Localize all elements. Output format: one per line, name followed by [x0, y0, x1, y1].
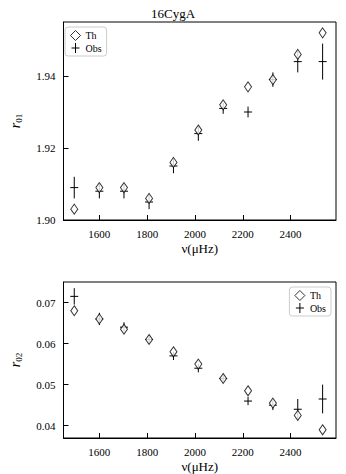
svg-text:0.04: 0.04: [36, 420, 56, 432]
svg-text:1.94: 1.94: [36, 70, 56, 82]
svg-text:Obs: Obs: [86, 43, 102, 54]
svg-text:16CygA: 16CygA: [151, 6, 196, 21]
svg-text:ν(μHz): ν(μHz): [181, 459, 218, 474]
svg-text:r: r: [7, 361, 23, 368]
svg-text:1600: 1600: [88, 228, 111, 240]
svg-text:2200: 2200: [232, 446, 255, 458]
svg-text:2000: 2000: [184, 446, 207, 458]
svg-text:02: 02: [14, 353, 24, 362]
svg-text:2400: 2400: [280, 446, 303, 458]
svg-text:Th: Th: [310, 290, 321, 301]
svg-text:Obs: Obs: [310, 303, 326, 314]
svg-text:1.90: 1.90: [36, 214, 56, 226]
svg-text:2000: 2000: [184, 228, 207, 240]
svg-text:ν(μHz): ν(μHz): [181, 241, 218, 256]
svg-text:1800: 1800: [136, 446, 159, 458]
svg-text:r: r: [7, 122, 23, 129]
svg-text:1800: 1800: [136, 228, 159, 240]
svg-text:2400: 2400: [280, 228, 303, 240]
svg-text:0.07: 0.07: [36, 297, 56, 309]
svg-text:01: 01: [14, 114, 24, 123]
svg-text:0.05: 0.05: [36, 379, 56, 391]
svg-text:Th: Th: [86, 30, 97, 41]
svg-text:1.92: 1.92: [36, 142, 55, 154]
svg-text:1600: 1600: [88, 446, 111, 458]
svg-text:0.06: 0.06: [36, 338, 56, 350]
svg-text:2200: 2200: [232, 228, 255, 240]
